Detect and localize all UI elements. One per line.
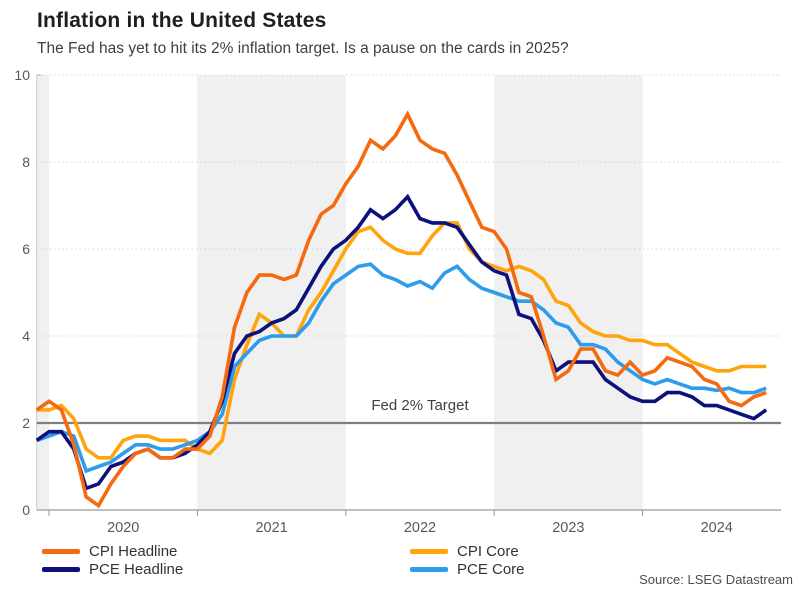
x-axis-labels: 2020 2021 2022 2023 2024 bbox=[48, 510, 733, 536]
source-attribution: Source: LSEG Datastream bbox=[639, 572, 793, 587]
svg-text:6: 6 bbox=[22, 241, 30, 257]
svg-text:4: 4 bbox=[22, 328, 30, 344]
pce-headline-swatch bbox=[42, 567, 80, 572]
svg-text:8: 8 bbox=[22, 154, 30, 170]
legend-item-cpi-headline: CPI Headline bbox=[42, 543, 410, 560]
legend-label: PCE Headline bbox=[89, 561, 184, 578]
series-pce-core bbox=[36, 262, 767, 474]
series-cpi-core bbox=[36, 221, 767, 460]
legend-label: CPI Headline bbox=[89, 543, 178, 560]
svg-text:10: 10 bbox=[14, 67, 30, 83]
series-cpi-headline bbox=[35, 110, 767, 509]
inflation-line-chart: 0 2 4 6 8 10 2020 2021 2022 2023 2024 Fed 2% Target bbox=[14, 67, 781, 536]
svg-text:0: 0 bbox=[22, 502, 30, 518]
legend-item-pce-headline: PCE Headline bbox=[42, 561, 410, 578]
page-title: Inflation in the United States bbox=[37, 9, 327, 32]
pce-core-swatch bbox=[410, 567, 448, 572]
gridlines bbox=[36, 74, 781, 424]
svg-text:2023: 2023 bbox=[552, 520, 584, 536]
cpi-headline-swatch bbox=[42, 549, 80, 554]
chart-legend: CPI Headline CPI Core PCE Headline PCE C… bbox=[42, 543, 801, 578]
fed-target-label: Fed 2% Target bbox=[371, 397, 469, 414]
legend-label: PCE Core bbox=[457, 561, 525, 578]
chart-header: Inflation in the United States The Fed h… bbox=[0, 0, 801, 60]
inflation-chart: 0 2 4 6 8 10 2020 2021 2022 2023 2024 Fed 2% Target bbox=[0, 62, 801, 540]
y-axis-labels: 0 2 4 6 8 10 bbox=[14, 67, 30, 518]
legend-label: CPI Core bbox=[457, 543, 519, 560]
svg-text:2: 2 bbox=[22, 415, 30, 431]
legend-item-pce-core: PCE Core bbox=[410, 561, 801, 578]
svg-text:2022: 2022 bbox=[404, 520, 436, 536]
page-subtitle: The Fed has yet to hit its 2% inflation … bbox=[37, 40, 569, 57]
cpi-core-swatch bbox=[410, 549, 448, 554]
svg-text:2024: 2024 bbox=[701, 520, 733, 536]
svg-text:2021: 2021 bbox=[255, 520, 287, 536]
legend-item-cpi-core: CPI Core bbox=[410, 543, 801, 560]
svg-text:2020: 2020 bbox=[107, 520, 139, 536]
